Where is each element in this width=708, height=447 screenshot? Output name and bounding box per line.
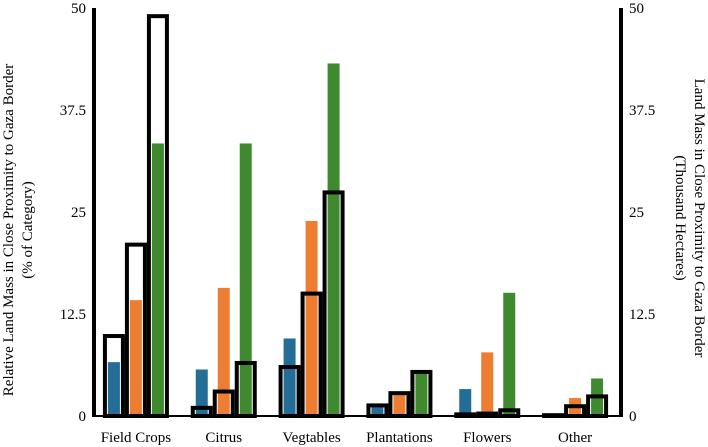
left-tick-label: 37.5 xyxy=(60,103,86,119)
category-label-other: Other xyxy=(558,430,592,446)
left-tick-label: 0 xyxy=(79,409,87,425)
bar-series-1-vegtables xyxy=(283,338,296,416)
left-tick-label: 25 xyxy=(71,205,86,221)
bar-series-2-plantations xyxy=(393,393,406,416)
right-tick-label: 37.5 xyxy=(629,103,655,119)
bar-series-1-field-crops xyxy=(107,362,120,416)
bar-series-2-vegtables xyxy=(305,220,318,416)
left-tick-label: 12.5 xyxy=(60,307,86,323)
bar-series-3-flowers xyxy=(503,292,516,416)
right-tick-label: 50 xyxy=(629,1,644,17)
left-ticks-group: 0 12.5 25 37.5 50 xyxy=(60,1,86,425)
right-tick-label: 0 xyxy=(629,409,637,425)
bar-series-3-field-crops xyxy=(151,143,164,416)
bar-series-2-field-crops xyxy=(129,300,142,416)
right-axis-subtitle: (Thousand Hectares) xyxy=(672,155,688,280)
outlined-bars-layer xyxy=(102,14,609,419)
right-axis-title: Land Mass in Close Proximity to Gaza Bor… xyxy=(691,79,707,358)
right-tick-label: 12.5 xyxy=(629,307,655,323)
bar-series-1-plantations xyxy=(371,406,384,416)
bar-series-2-flowers xyxy=(481,352,494,416)
right-ticks-group: 0 12.5 25 37.5 50 xyxy=(629,1,655,425)
bar-series-1-flowers xyxy=(459,389,472,416)
bar-series-3-citrus xyxy=(239,143,252,416)
right-tick-label: 25 xyxy=(629,205,644,221)
category-labels-group: Field Crops Citrus Vegtables Plantations Flo… xyxy=(101,430,592,446)
category-label-citrus: Citrus xyxy=(205,430,242,446)
bars-layer xyxy=(107,63,604,416)
bar-series-3-plantations xyxy=(415,370,428,416)
bar-series-3-vegtables xyxy=(327,63,340,416)
left-axis-subtitle: (% of Category) xyxy=(20,181,36,278)
left-axis-title: Relative Land Mass in Close Proximity to… xyxy=(1,64,17,396)
bar-series-2-citrus xyxy=(217,287,230,416)
category-label-plantations: Plantations xyxy=(366,430,433,446)
category-label-vegtables: Vegtables xyxy=(282,430,340,446)
category-label-flowers: Flowers xyxy=(463,430,511,446)
category-label-field-crops: Field Crops xyxy=(101,430,172,446)
bar-series-1-citrus xyxy=(195,369,208,416)
left-tick-label: 50 xyxy=(71,1,86,17)
